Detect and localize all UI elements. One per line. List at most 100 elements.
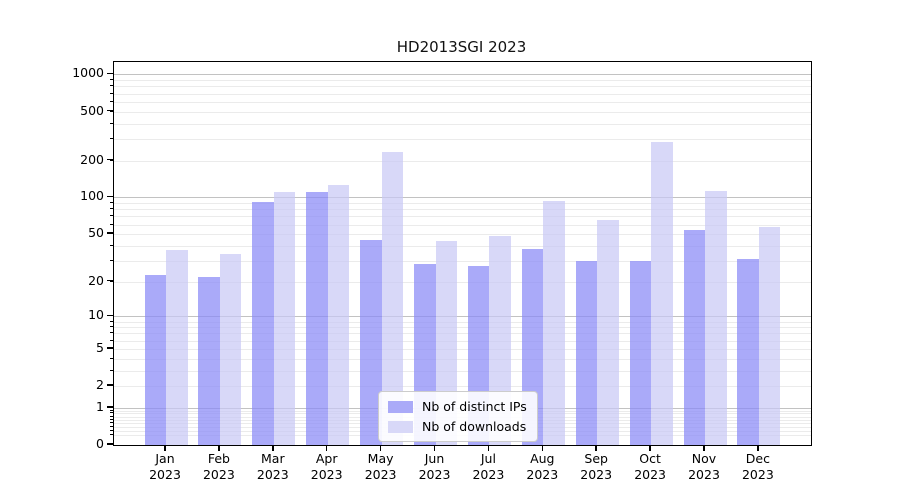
y-minor-tick-mark [110, 110, 113, 112]
x-tick-month: Nov [691, 451, 717, 466]
gridline-minor [114, 80, 811, 82]
x-tick-year: 2023 [364, 467, 397, 482]
x-tick-mark [703, 446, 705, 451]
x-tick-month: Apr [315, 451, 338, 466]
x-tick-mark [218, 446, 220, 451]
y-tick-label: 50 [88, 225, 104, 241]
legend-swatch-distinct-ips [388, 400, 413, 413]
gridline-major [114, 316, 811, 318]
bar-distinct-ips-oct [629, 260, 652, 445]
y-minor-tick-mark [110, 418, 113, 420]
y-minor-tick-mark [110, 122, 113, 124]
x-tick-mark [757, 446, 759, 451]
gridline-minor [114, 123, 811, 125]
bar-downloads-feb [219, 254, 242, 445]
bar-downloads-mar [273, 191, 296, 445]
x-tick-month: Jul [480, 451, 496, 466]
y-minor-tick-mark [110, 100, 113, 102]
y-minor-tick-mark [110, 385, 113, 387]
x-tick-month: Aug [530, 451, 555, 466]
y-minor-tick-mark [110, 137, 113, 139]
legend-item-downloads: Nb of downloads [388, 419, 527, 434]
legend-label-distinct-ips: Nb of distinct IPs [422, 399, 527, 414]
bar-downloads-aug [543, 200, 565, 445]
x-tick-month: Mar [261, 451, 285, 466]
y-tick-label: 2 [96, 377, 104, 393]
gridline-major [114, 197, 811, 199]
x-tick-month: May [367, 451, 394, 466]
y-minor-tick-mark [110, 159, 113, 161]
y-tick-mark [107, 406, 113, 408]
x-tick-year: 2023 [256, 467, 289, 482]
y-tick-mark [107, 443, 113, 445]
bar-distinct-ips-nov [683, 230, 705, 445]
y-tick-label: 0 [96, 436, 104, 451]
x-tick-year: 2023 [526, 467, 559, 482]
y-minor-tick-mark [110, 409, 113, 411]
x-tick-mark [433, 446, 436, 451]
bar-downloads-sep [597, 220, 619, 445]
bar-downloads-apr [327, 184, 350, 445]
y-minor-tick-mark [110, 347, 113, 349]
gridline-minor [114, 111, 811, 113]
y-minor-tick-mark [110, 425, 113, 427]
legend-swatch-downloads [388, 420, 413, 433]
x-tick-year: 2023 [310, 467, 343, 482]
y-minor-tick-mark [110, 85, 113, 87]
gridline-minor [114, 86, 811, 88]
x-tick-label: Feb 2023 [187, 451, 251, 483]
y-minor-tick-mark [110, 357, 113, 359]
x-tick-mark [649, 446, 651, 451]
x-tick-label: Jan 2023 [133, 451, 197, 483]
bar-downloads-dec [758, 227, 781, 445]
y-minor-tick-mark [110, 223, 113, 225]
x-tick-label: Mar 2023 [241, 451, 305, 483]
x-tick-label: Apr 2023 [295, 451, 359, 483]
y-minor-tick-mark [110, 202, 113, 204]
gridline-minor [114, 203, 811, 205]
x-tick-mark [541, 446, 544, 451]
y-minor-tick-mark [110, 339, 113, 341]
x-tick-month: Feb [207, 451, 230, 466]
y-minor-tick-mark [110, 320, 113, 322]
x-tick-mark [325, 446, 328, 451]
y-tick-mark [107, 314, 113, 317]
bar-downloads-may [381, 151, 404, 445]
gridline-minor [114, 209, 811, 211]
x-tick-month: Sep [584, 451, 608, 466]
x-tick-month: Jan [155, 451, 175, 466]
bar-distinct-ips-dec [737, 259, 759, 445]
x-tick-month: Dec [745, 451, 770, 466]
x-tick-label: Sep 2023 [564, 451, 628, 483]
bar-downloads-jan [166, 249, 188, 445]
x-tick-year: 2023 [580, 467, 613, 482]
x-tick-year: 2023 [472, 467, 505, 482]
x-tick-label: Jun 2023 [403, 451, 467, 483]
y-minor-tick-mark [110, 280, 113, 282]
x-tick-label: Nov 2023 [672, 451, 736, 483]
gridline-minor [114, 260, 811, 262]
y-minor-tick-mark [110, 326, 113, 328]
chart-title: HD2013SGI 2023 [396, 38, 527, 56]
y-minor-tick-mark [110, 422, 113, 424]
y-tick-label: 500 [80, 102, 104, 118]
y-minor-tick-mark [110, 332, 113, 334]
bar-distinct-ips-jan [144, 274, 166, 445]
x-tick-year: 2023 [634, 467, 666, 482]
y-minor-tick-mark [110, 208, 113, 210]
gridline-major [114, 74, 811, 76]
x-tick-mark [595, 446, 597, 451]
bar-distinct-ips-apr [306, 192, 328, 445]
y-minor-tick-mark [110, 215, 113, 217]
gridline-minor [114, 224, 811, 226]
y-minor-tick-mark [110, 369, 113, 371]
x-tick-label: May 2023 [349, 451, 413, 483]
y-minor-tick-mark [110, 92, 113, 94]
legend-label-downloads: Nb of downloads [422, 419, 527, 434]
y-minor-tick-mark [110, 415, 113, 417]
y-minor-tick-mark [110, 259, 113, 261]
x-tick-year: 2023 [688, 467, 720, 482]
y-tick-mark [107, 195, 113, 198]
y-minor-tick-mark [110, 434, 113, 436]
